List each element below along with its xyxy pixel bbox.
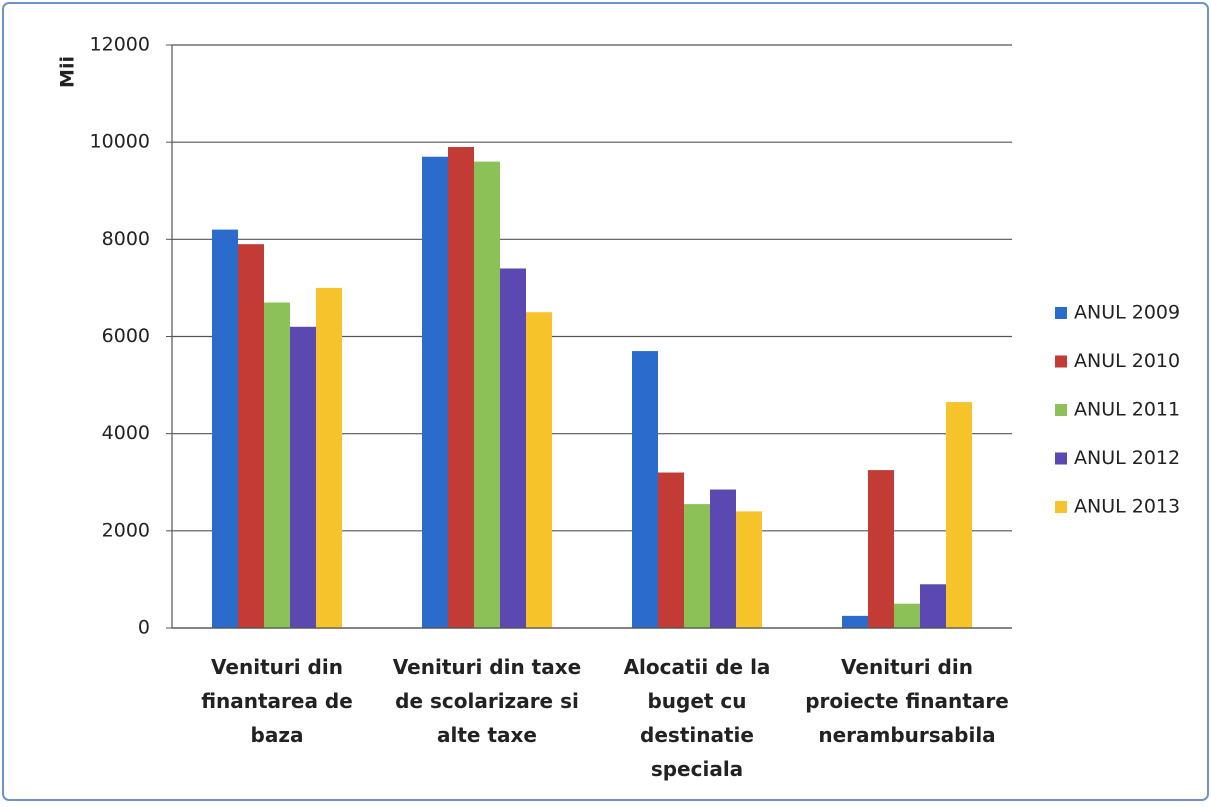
bar	[526, 312, 552, 628]
bar	[290, 326, 316, 628]
y-tick-label: 8000	[102, 228, 150, 250]
y-tick-label: 10000	[90, 131, 150, 153]
legend-swatch	[1055, 452, 1067, 465]
bar	[920, 584, 946, 628]
x-tick-label: Venituri din taxe de scolarizare si alte…	[392, 655, 582, 747]
legend-label: ANUL 2012	[1074, 447, 1180, 469]
bar	[632, 351, 658, 628]
x-tick-label: Venituri din proiecte finantare nerambur…	[805, 655, 1009, 747]
legend-swatch	[1055, 404, 1067, 416]
y-tick-label: 2000	[102, 519, 150, 541]
bar	[448, 147, 474, 628]
y-tick-label: 6000	[102, 325, 150, 347]
bar	[710, 489, 736, 628]
bar	[500, 268, 526, 628]
bar	[658, 472, 684, 628]
bar	[684, 504, 710, 628]
x-tick-label-box: Venituri din proiecte finantare nerambur…	[805, 655, 1009, 747]
y-tick-label: 4000	[102, 422, 150, 444]
y-axis-label: Mii	[57, 56, 79, 88]
legend-swatch	[1055, 501, 1067, 513]
legend-swatch	[1055, 307, 1067, 319]
bar	[946, 402, 972, 628]
bar	[736, 511, 762, 628]
bar	[212, 229, 238, 628]
y-tick-label: 0	[138, 617, 150, 639]
bar	[264, 302, 290, 628]
legend-label: ANUL 2011	[1074, 399, 1180, 421]
bar	[894, 603, 920, 628]
bar	[842, 615, 868, 628]
legend-swatch	[1055, 355, 1067, 368]
bar	[422, 156, 448, 628]
x-tick-label: Venituri din finantarea de baza	[201, 655, 353, 747]
y-tick-label: 12000	[90, 34, 150, 56]
x-tick-label-box: Alocatii de la buget cu destinatie speci…	[623, 655, 771, 781]
bar	[316, 287, 342, 628]
x-tick-label-box: Venituri din taxe de scolarizare si alte…	[392, 655, 582, 747]
legend-label: ANUL 2009	[1074, 302, 1180, 324]
bar	[474, 161, 500, 628]
legend-label: ANUL 2010	[1074, 350, 1180, 372]
x-tick-label-box: Venituri din finantarea de baza	[201, 655, 353, 747]
legend-label: ANUL 2013	[1074, 496, 1180, 518]
x-tick-label: Alocatii de la buget cu destinatie speci…	[623, 655, 771, 781]
bar	[238, 244, 264, 629]
bar	[868, 470, 894, 628]
